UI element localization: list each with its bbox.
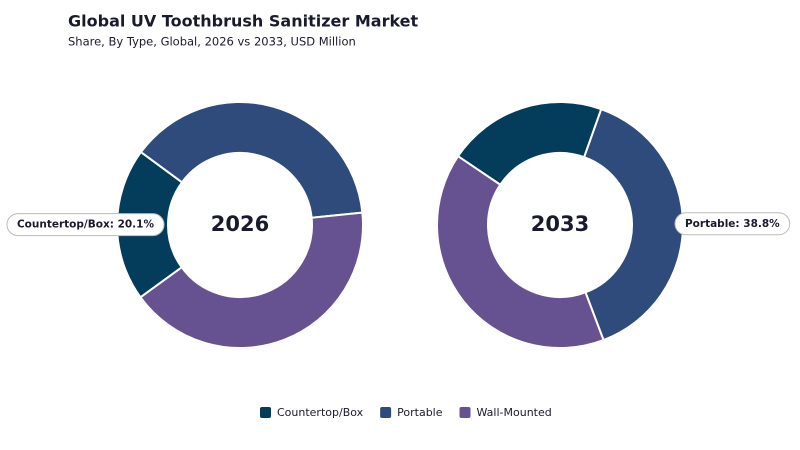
legend-swatch (380, 407, 392, 418)
chart-subtitle: Share, By Type, Global, 2026 vs 2033, US… (68, 35, 356, 49)
center-label: 2033 (531, 212, 589, 236)
chart-title: Global UV Toothbrush Sanitizer Market (68, 12, 419, 31)
legend-swatch (260, 407, 271, 418)
value-label: Portable: 38.8% (674, 212, 791, 236)
legend-label: Portable (397, 406, 443, 419)
value-label-text: Portable: 38.8% (685, 218, 780, 230)
center-label: 2026 (211, 212, 269, 236)
legend-swatch (459, 407, 471, 418)
value-label-text: Countertop/Box: 20.1% (17, 219, 155, 231)
value-label: Countertop/Box: 20.1% (6, 213, 165, 237)
label-pill (674, 212, 791, 236)
donut-segment (139, 211, 364, 349)
donut-segment (139, 101, 364, 219)
donut-segment (582, 107, 684, 342)
legend-label: Wall-Mounted (477, 406, 552, 419)
legend-label: Countertop/Box (277, 406, 364, 419)
donut-segment (436, 154, 605, 349)
label-pill (6, 213, 165, 237)
